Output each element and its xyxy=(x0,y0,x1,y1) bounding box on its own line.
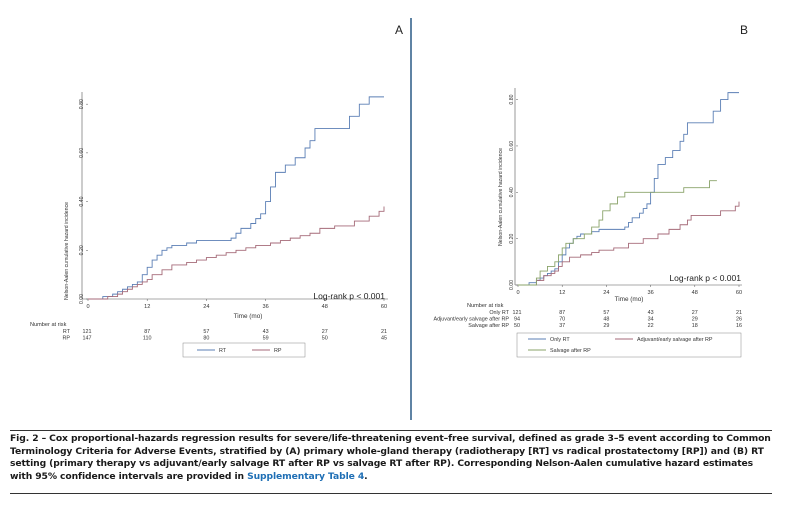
panel-a-xlabel: Time (mo) xyxy=(234,313,263,320)
b-legend-label-2: Salvage after RP xyxy=(550,348,591,354)
b-risk-value-0-2: 57 xyxy=(603,310,609,316)
a-risk-value-1-2: 80 xyxy=(203,336,209,342)
panel-a-logrank: Log-rank p < 0.001 xyxy=(313,291,385,301)
caption-end: . xyxy=(364,470,368,482)
a-risk-value-0-2: 57 xyxy=(203,329,209,335)
a-xtick-label-5: 60 xyxy=(381,304,387,310)
a-risk-value-1-3: 59 xyxy=(263,336,269,342)
b-risk-value-1-1: 70 xyxy=(559,317,565,323)
b-risk-value-2-0: 50 xyxy=(514,323,520,329)
b-risk-value-2-3: 22 xyxy=(648,323,654,329)
a-risk-value-0-1: 87 xyxy=(144,329,150,335)
b-legend-label-1: Adjuvant/early salvage after RP xyxy=(637,337,713,343)
a-series-line-0 xyxy=(88,96,384,300)
b-risk-value-0-3: 43 xyxy=(648,310,654,316)
panel-b-legend-box xyxy=(516,332,742,358)
a-risk-value-0-0: 121 xyxy=(83,329,92,335)
b-risk-value-0-0: 121 xyxy=(513,310,522,316)
b-risk-value-0-4: 27 xyxy=(692,310,698,316)
b-xtick-label-5: 60 xyxy=(736,290,742,296)
panel-a-legend-box xyxy=(182,342,306,358)
b-ytick-label-2: 0.40 xyxy=(509,187,515,197)
b-series-line-2 xyxy=(518,180,717,286)
a-ytick-label-3: 0.60 xyxy=(79,148,85,158)
b-ytick-label-3: 0.60 xyxy=(509,141,515,151)
a-ytick-label-0: 0.00 xyxy=(79,294,85,304)
b-legend-label-0: Only RT xyxy=(550,337,570,343)
panel-b-xlabel: Time (mo) xyxy=(615,296,644,303)
a-risk-row-name-1: RP xyxy=(63,336,71,342)
a-risk-value-1-5: 45 xyxy=(381,336,387,342)
b-risk-value-2-4: 18 xyxy=(692,323,698,329)
a-xtick-label-2: 24 xyxy=(203,304,209,310)
b-series-line-1 xyxy=(518,201,740,286)
figure-caption: Fig. 2 – Cox proportional-hazards regres… xyxy=(10,433,772,483)
panel-a-ylabel: Nelson-Aalen cumulative hazard incidence xyxy=(64,202,70,300)
caption-bottom-rule xyxy=(10,493,772,494)
panel-b-label: B xyxy=(740,23,748,37)
a-xtick-label-1: 12 xyxy=(144,304,150,310)
b-risk-value-1-0: 94 xyxy=(514,317,520,323)
a-legend-label-0: RT xyxy=(219,348,227,354)
b-xtick-label-0: 0 xyxy=(516,290,519,296)
b-risk-row-name-2: Salvage after RP xyxy=(468,323,509,329)
b-risk-value-2-5: 16 xyxy=(736,323,742,329)
b-ytick-label-0: 0.00 xyxy=(509,280,515,290)
a-risk-row-name-0: RT xyxy=(63,329,71,335)
b-ytick-label-1: 0.20 xyxy=(509,233,515,243)
a-risk-value-1-1: 110 xyxy=(143,336,152,342)
b-risk-row-name-0: Only RT xyxy=(489,310,509,316)
b-risk-value-1-2: 48 xyxy=(603,317,609,323)
supplementary-table-link[interactable]: Supplementary Table 4 xyxy=(247,470,365,482)
b-xtick-label-3: 36 xyxy=(647,290,653,296)
b-risk-row-name-1: Adjuvant/early salvage after RP xyxy=(433,317,509,323)
a-risk-value-0-4: 27 xyxy=(322,329,328,335)
panel-a-label: A xyxy=(395,23,403,37)
a-ytick-label-4: 0.80 xyxy=(79,99,85,109)
b-ytick-label-4: 0.80 xyxy=(509,94,515,104)
b-risk-value-1-5: 26 xyxy=(736,317,742,323)
panel-b-ylabel: Nelson-Aalen cumulative hazard incidence xyxy=(498,148,504,246)
b-risk-value-1-3: 34 xyxy=(648,317,654,323)
b-risk-value-2-1: 37 xyxy=(559,323,565,329)
b-series-line-0 xyxy=(518,92,739,286)
a-xtick-label-4: 48 xyxy=(322,304,328,310)
b-xtick-label-2: 24 xyxy=(603,290,609,296)
a-risk-value-0-5: 21 xyxy=(381,329,387,335)
a-series-line-1 xyxy=(88,206,385,300)
b-risk-value-2-2: 29 xyxy=(603,323,609,329)
a-risk-value-0-3: 43 xyxy=(263,329,269,335)
a-ytick-label-1: 0.20 xyxy=(79,245,85,255)
a-ytick-label-2: 0.40 xyxy=(79,196,85,206)
a-risk-value-1-4: 50 xyxy=(322,336,328,342)
panel-b-logrank: Log-rank p < 0.001 xyxy=(669,273,741,283)
panel-a-risk-header: Number at risk xyxy=(30,322,67,328)
panel-b: B Nelson-Aalen cumulative hazard inciden… xyxy=(433,23,748,358)
b-xtick-label-1: 12 xyxy=(559,290,565,296)
b-risk-value-1-4: 29 xyxy=(692,317,698,323)
b-risk-value-0-1: 87 xyxy=(559,310,565,316)
caption-text: Fig. 2 – Cox proportional-hazards regres… xyxy=(10,433,771,482)
b-risk-value-0-5: 21 xyxy=(736,310,742,316)
caption-top-rule xyxy=(10,430,772,431)
a-xtick-label-3: 36 xyxy=(262,304,268,310)
panel-a: A Nelson-Aalen cumulative hazard inciden… xyxy=(30,23,403,358)
b-xtick-label-4: 48 xyxy=(692,290,698,296)
a-risk-value-1-0: 147 xyxy=(83,336,92,342)
a-legend-label-1: RP xyxy=(274,348,282,354)
a-xtick-label-0: 0 xyxy=(86,304,89,310)
panel-b-risk-header: Number at risk xyxy=(467,303,504,309)
